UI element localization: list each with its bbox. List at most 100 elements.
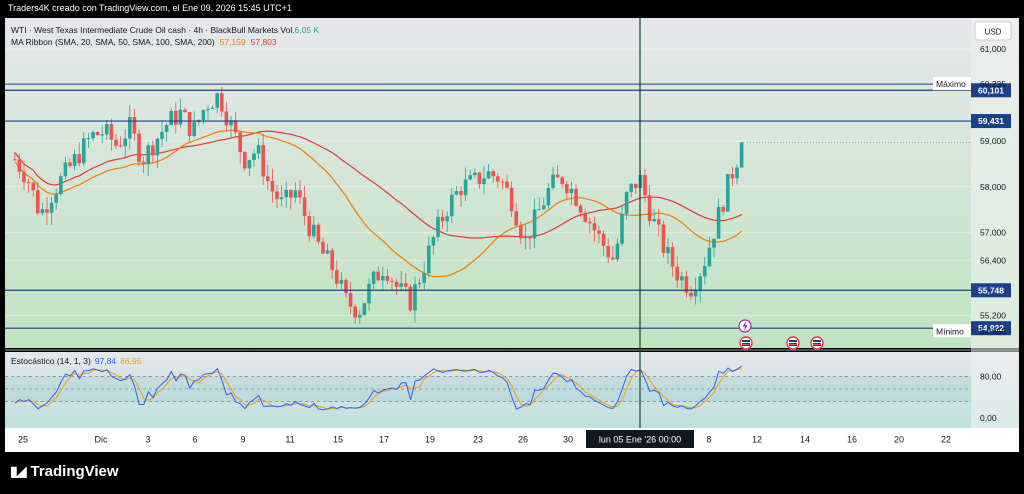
candle	[335, 260, 339, 288]
level-price-label: 60,101	[978, 85, 1004, 95]
candle	[40, 202, 45, 216]
candle-body	[505, 181, 509, 188]
candle	[716, 198, 721, 239]
candle	[312, 216, 316, 239]
candle	[155, 137, 160, 169]
candle-body	[31, 182, 35, 191]
candle-body	[224, 111, 229, 126]
svg-text:USD: USD	[985, 28, 1002, 37]
candle	[693, 277, 698, 305]
level-price-tag	[971, 321, 1011, 336]
tradingview-brand[interactable]: ▮◢ TradingView	[10, 463, 119, 480]
candle-body	[528, 236, 532, 239]
candle-body	[537, 209, 541, 211]
candle	[215, 92, 219, 113]
candle	[657, 208, 661, 237]
candle	[275, 185, 279, 209]
candle	[611, 246, 615, 261]
candle	[146, 141, 150, 177]
candle-body	[611, 257, 615, 260]
currency-button[interactable]: USD	[974, 21, 1012, 41]
candle-body	[500, 181, 505, 183]
candle-body	[270, 181, 275, 192]
candle	[137, 129, 141, 167]
candle	[661, 220, 666, 259]
time-tick-label: 23	[473, 435, 483, 445]
candle	[583, 208, 587, 224]
us-flag-event-icon[interactable]	[739, 336, 753, 350]
candle	[59, 172, 63, 197]
candle-body	[601, 233, 606, 246]
candle	[450, 187, 454, 224]
candle	[183, 107, 187, 113]
candle-body	[735, 167, 739, 179]
candle-body	[371, 271, 376, 284]
candle	[358, 309, 362, 325]
candle	[201, 109, 206, 125]
candle	[505, 175, 509, 189]
candle	[187, 111, 192, 143]
time-axis[interactable]	[5, 428, 1019, 452]
candle-body	[624, 191, 629, 214]
candle	[17, 153, 22, 179]
candle-body	[266, 176, 270, 182]
candle	[739, 142, 744, 168]
candle-body	[45, 209, 49, 213]
candle-body	[680, 276, 684, 281]
us-flag-event-icon[interactable]	[786, 336, 800, 350]
candle-body	[330, 250, 334, 271]
candle-body	[597, 230, 601, 234]
candle-body	[339, 279, 344, 284]
candle-body	[689, 292, 693, 297]
candle	[325, 243, 330, 255]
candle	[726, 173, 730, 212]
candle-body	[192, 122, 196, 136]
us-flag-event-icon[interactable]	[810, 336, 824, 350]
candle-body	[542, 205, 546, 210]
candle	[592, 216, 597, 242]
candle	[482, 165, 486, 195]
candle-body	[344, 279, 348, 294]
candle	[670, 242, 675, 277]
candle	[491, 169, 495, 183]
candle-body	[68, 162, 72, 166]
candle	[519, 221, 523, 244]
candle	[160, 120, 164, 147]
candle-body	[178, 109, 183, 125]
candle-body	[565, 184, 569, 194]
candle-body	[459, 191, 463, 196]
candle-body	[335, 270, 339, 284]
candle-body	[229, 120, 233, 126]
candle-body	[427, 245, 431, 274]
candle	[440, 209, 445, 229]
candle-body	[82, 138, 86, 164]
candle-body	[390, 280, 394, 282]
candle	[114, 134, 118, 150]
lightning-event-icon[interactable]	[738, 319, 752, 333]
candle-body	[307, 216, 311, 237]
candle-body	[95, 132, 100, 136]
price-chart[interactable]: WTI · West Texas Intermediate Crude Oil …	[5, 18, 1019, 452]
candle	[118, 136, 123, 148]
candle	[500, 178, 505, 190]
candle-body	[13, 159, 17, 161]
candle-body	[105, 124, 109, 135]
candle-body	[77, 154, 81, 164]
candle	[344, 277, 348, 298]
candle-body	[243, 152, 247, 169]
stochastic-pane[interactable]	[5, 352, 1019, 428]
candle-body	[463, 179, 468, 196]
candle-body	[187, 112, 192, 136]
period-high-price: 60,235	[980, 79, 1006, 89]
candle	[689, 286, 693, 300]
candle-body	[256, 145, 261, 154]
candle	[496, 173, 500, 189]
level-price-tag	[971, 83, 1011, 98]
candle-body	[450, 194, 454, 217]
candle	[560, 175, 564, 189]
candle-body	[302, 197, 307, 217]
candle	[468, 169, 472, 181]
candle-body	[59, 176, 63, 194]
candle-body	[141, 161, 146, 164]
candle-body	[91, 132, 95, 139]
